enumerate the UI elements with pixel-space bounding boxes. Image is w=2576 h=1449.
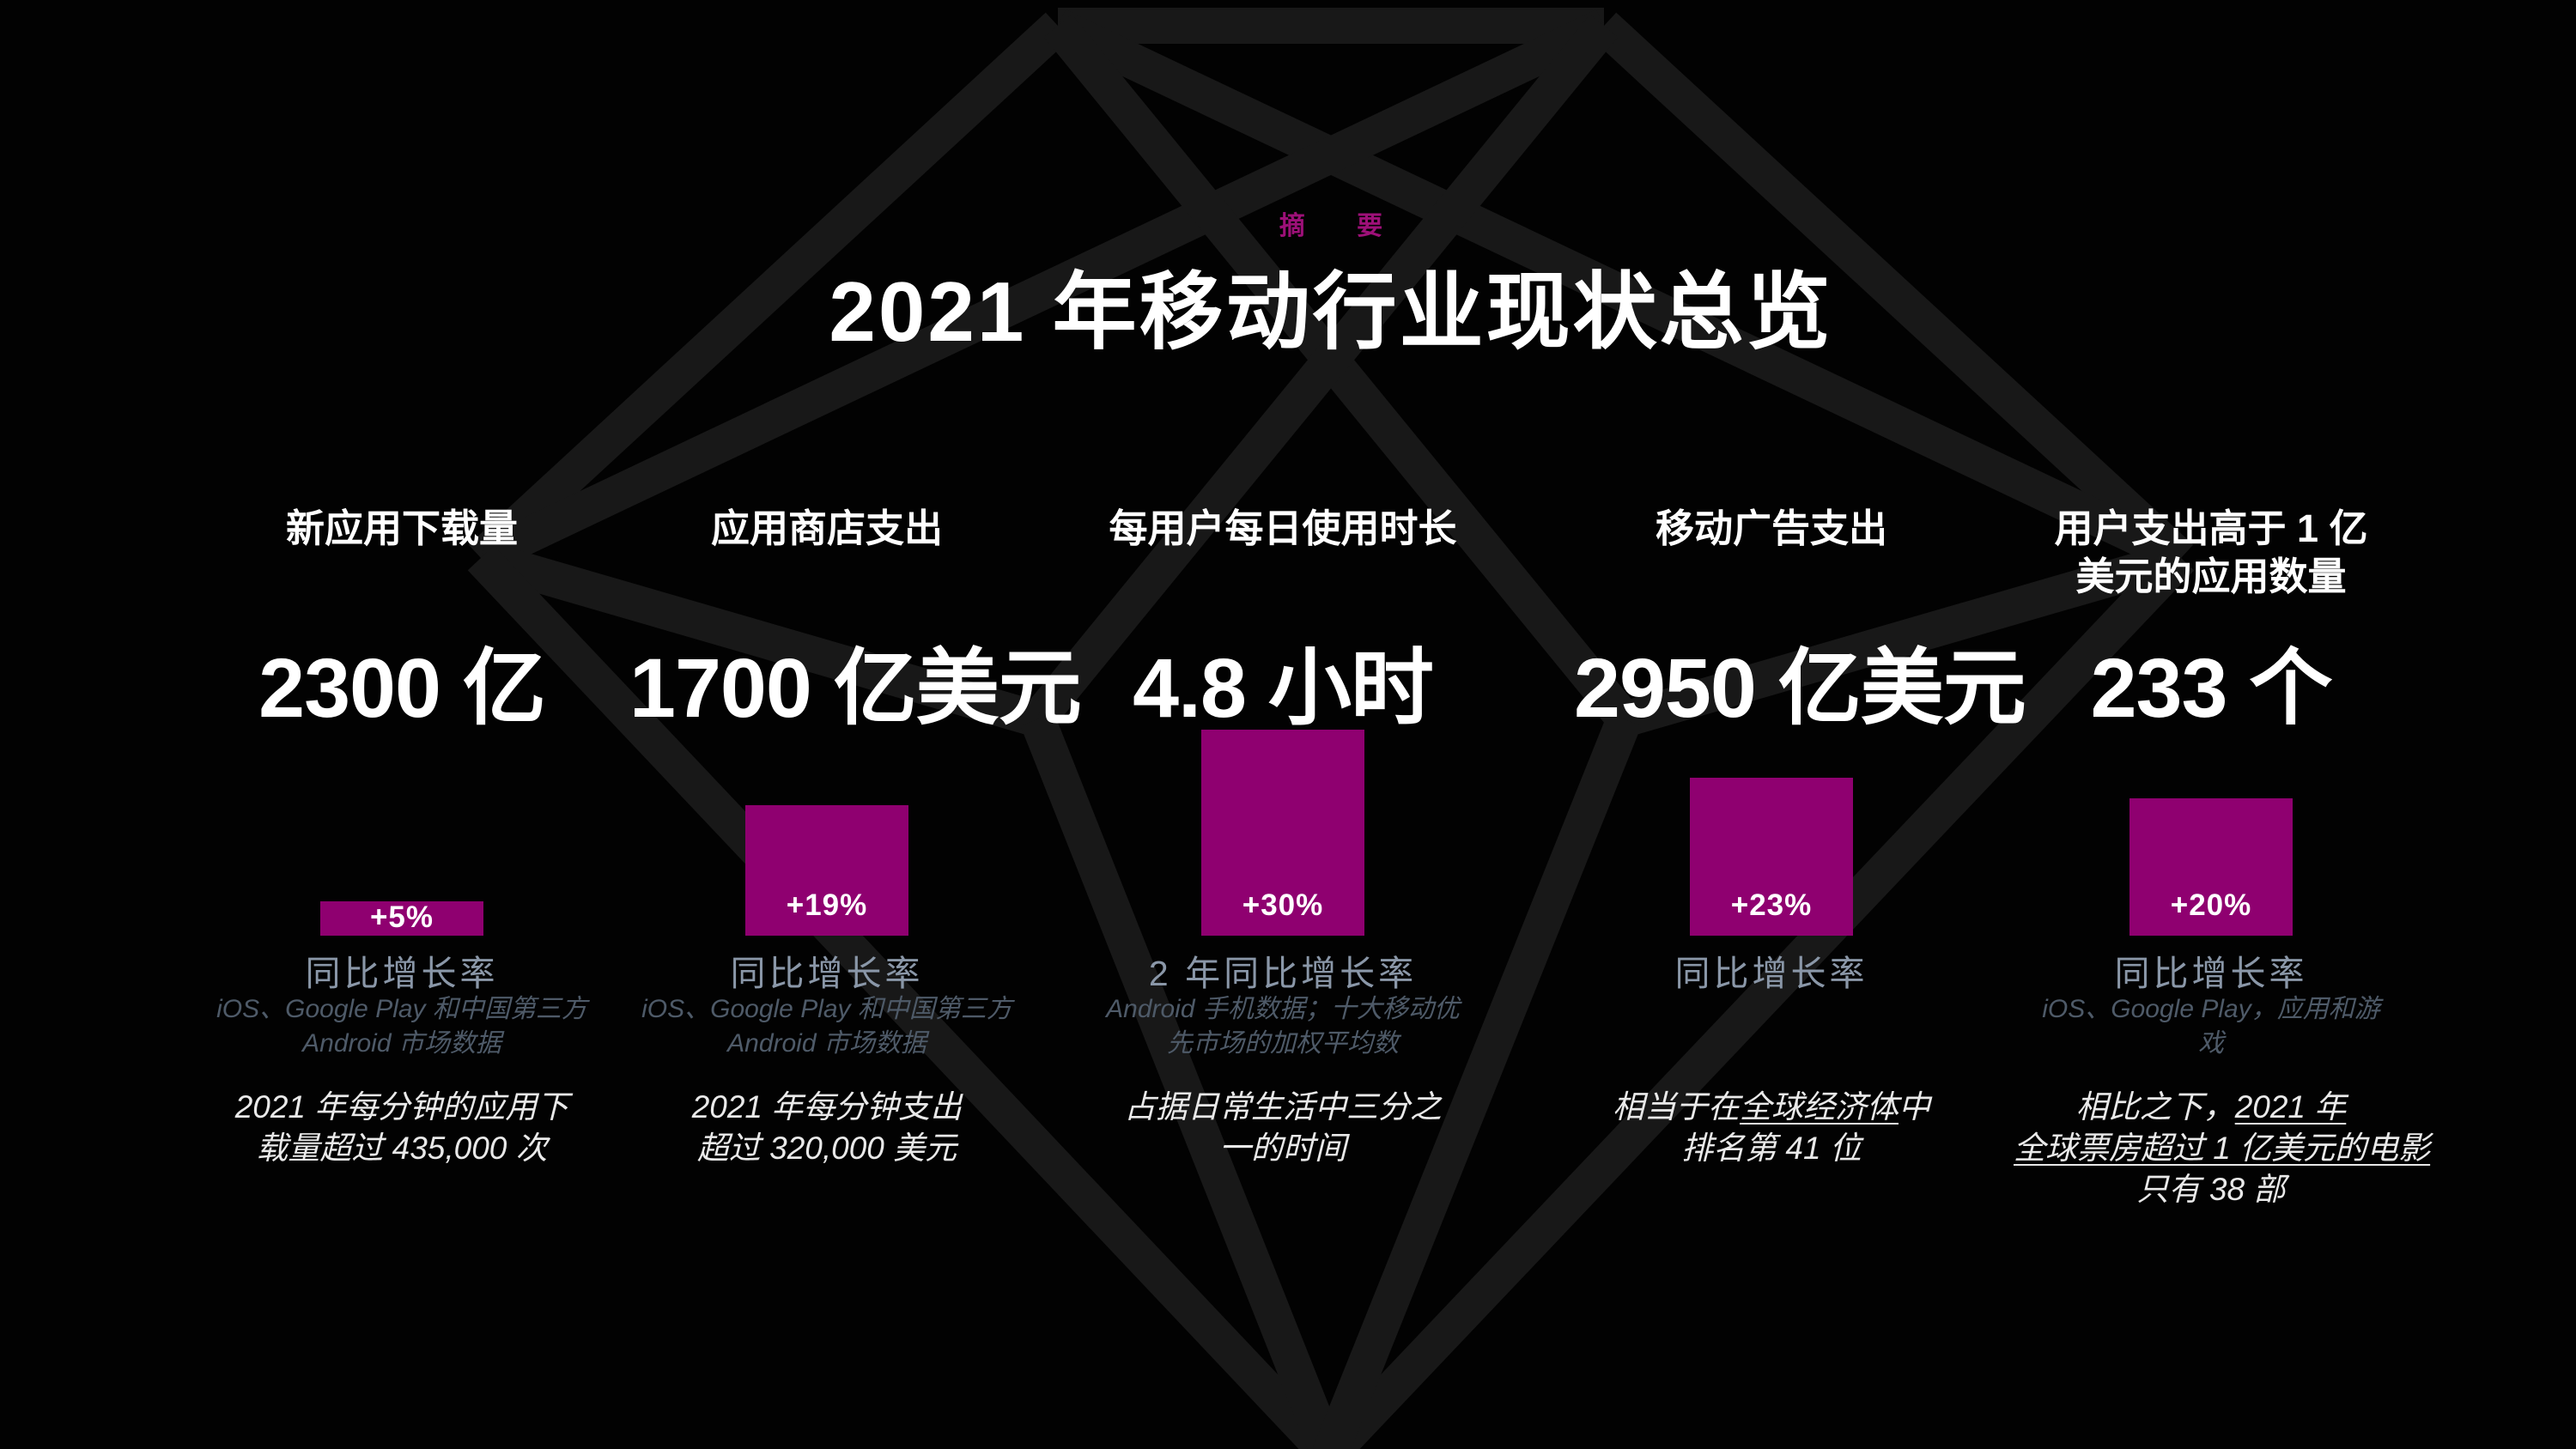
column-header: 新应用下载量 — [204, 505, 599, 553]
statement-text: 一的时间 — [1219, 1131, 1346, 1166]
text-line: iOS、Google Play 和中国第三方 — [641, 995, 1012, 1023]
text-line: Android 市场数据 — [302, 1029, 501, 1058]
stat-column: 每用户每日使用时长 4.8 小时 +30% 2 年同比增长率 Android 手… — [1085, 0, 1480, 1449]
column-header: 每用户每日使用时长 — [1085, 505, 1480, 553]
text-line: Android 手机数据；十大移动优 — [1106, 995, 1460, 1023]
statement-text: 相当于在 — [1613, 1089, 1740, 1125]
statement-text: 只有 38 部 — [2136, 1172, 2286, 1207]
column-value: 2950 亿美元 — [1574, 641, 2026, 735]
statement: 2021 年每分钟的应用下 载量超过 435,000 次 — [204, 1087, 599, 1169]
text-line: 相当于在全球经济体中 — [1574, 1087, 1969, 1128]
statement-text: 占据日常生活中三分之 — [1124, 1089, 1442, 1125]
text-line: 只有 38 部 — [2014, 1169, 2409, 1210]
source-note: iOS、Google Play 和中国第三方 Android 市场数据 — [204, 992, 599, 1061]
growth-bar-label: +5% — [369, 900, 434, 934]
text-line: 全球票房超过 1 亿美元的电影 — [2014, 1128, 2430, 1169]
statement: 2021 年每分钟支出 超过 320,000 美元 — [629, 1087, 1024, 1169]
text-line: 美元的应用数量 — [2075, 555, 2347, 598]
growth-bar: +23% — [1690, 778, 1853, 936]
column-value: 4.8 小时 — [1133, 641, 1434, 735]
growth-bar: +5% — [320, 901, 483, 936]
text-line: 移动广告支出 — [1655, 506, 1887, 550]
column-value: 1700 亿美元 — [629, 641, 1082, 735]
statement-text: 中 — [1899, 1089, 1930, 1125]
column-value: 2300 亿 — [258, 641, 546, 735]
text-line: 排名第 41 位 — [1574, 1128, 1969, 1169]
column-value: 233 个 — [2090, 641, 2333, 735]
text-line: 应用商店支出 — [710, 506, 943, 550]
growth-bar: +30% — [1201, 730, 1364, 936]
text-line: 超过 320,000 美元 — [629, 1128, 1024, 1169]
stat-column: 用户支出高于 1 亿美元的应用数量 233 个 +20% 同比增长率 iOS、G… — [2014, 0, 2430, 1449]
statement: 相当于在全球经济体中 排名第 41 位 — [1574, 1087, 1969, 1169]
column-header: 移动广告支出 — [1574, 505, 1969, 553]
statement-text: 2021 年每分钟支出 — [691, 1089, 963, 1125]
text-line: 载量超过 435,000 次 — [204, 1128, 599, 1169]
growth-bar-label: +30% — [1242, 888, 1324, 922]
text-line: 2021 年每分钟支出 — [629, 1087, 1024, 1128]
growth-bar-label: +23% — [1730, 888, 1813, 922]
statement-text: 排名第 41 位 — [1681, 1131, 1862, 1166]
text-line: 用户支出高于 1 亿 — [2054, 506, 2368, 550]
text-line: Android 市场数据 — [727, 1029, 927, 1058]
text-line: iOS、Google Play 和中国第三方 — [216, 995, 587, 1023]
growth-period-label: 2 年同比增长率 — [1148, 954, 1418, 993]
statement-link[interactable]: 全球票房超过 1 亿美元的电影 — [2014, 1131, 2431, 1166]
text-line: 先市场的加权平均数 — [1167, 1029, 1399, 1058]
column-header: 用户支出高于 1 亿美元的应用数量 — [2014, 505, 2409, 601]
text-line: 新应用下载量 — [285, 506, 518, 550]
text-line: 戏 — [2198, 1029, 2224, 1058]
text-line: iOS、Google Play，应用和游 — [2042, 995, 2380, 1023]
growth-period-label: 同比增长率 — [2114, 954, 2308, 993]
statement-link[interactable]: 2021 年 — [2234, 1089, 2347, 1125]
growth-period-label: 同比增长率 — [1674, 954, 1868, 993]
statement-link[interactable]: 全球经济体 — [1740, 1089, 1899, 1125]
source-note: iOS、Google Play，应用和游戏 — [2014, 992, 2409, 1061]
column-header: 应用商店支出 — [629, 505, 1024, 553]
growth-bar-label: +20% — [2170, 888, 2252, 922]
growth-bar: +20% — [2129, 798, 2293, 936]
source-note: iOS、Google Play 和中国第三方 Android 市场数据 — [629, 992, 1024, 1061]
stat-column: 移动广告支出 2950 亿美元 +23% 同比增长率 相当于在全球经济体中 排名第… — [1574, 0, 2026, 1449]
page-title: 2021 年移动行业现状总览 — [829, 264, 1833, 359]
header-group: 摘 要 2021 年移动行业现状总览 — [43, 0, 2576, 359]
eyebrow-label: 摘 要 — [1279, 212, 1406, 240]
growth-bar-label: +19% — [786, 888, 868, 922]
growth-period-label: 同比增长率 — [730, 954, 924, 993]
statement-text: 超过 320,000 美元 — [696, 1131, 957, 1166]
stat-column: 新应用下载量 2300 亿 +5% 同比增长率 iOS、Google Play … — [204, 0, 599, 1449]
text-line: 一的时间 — [1085, 1128, 1480, 1169]
gem-facet-lines — [467, 8, 2195, 1449]
text-line: 相比之下，2021 年 — [2014, 1087, 2409, 1128]
statement-text: 相比之下， — [2075, 1089, 2235, 1125]
growth-period-label: 同比增长率 — [305, 954, 499, 993]
statement: 相比之下，2021 年全球票房超过 1 亿美元的电影 只有 38 部 — [2014, 1087, 2430, 1210]
statement-text: 载量超过 435,000 次 — [256, 1131, 548, 1166]
text-line: 占据日常生活中三分之 — [1085, 1087, 1480, 1128]
statement-text: 2021 年每分钟的应用下 — [234, 1089, 569, 1125]
growth-bar: +19% — [745, 805, 908, 936]
text-line: 每用户每日使用时长 — [1109, 506, 1457, 550]
statement: 占据日常生活中三分之 一的时间 — [1085, 1087, 1480, 1169]
stat-column: 应用商店支出 1700 亿美元 +19% 同比增长率 iOS、Google Pl… — [629, 0, 1082, 1449]
source-note: Android 手机数据；十大移动优 先市场的加权平均数 — [1085, 992, 1480, 1061]
text-line: 2021 年每分钟的应用下 — [204, 1087, 599, 1128]
